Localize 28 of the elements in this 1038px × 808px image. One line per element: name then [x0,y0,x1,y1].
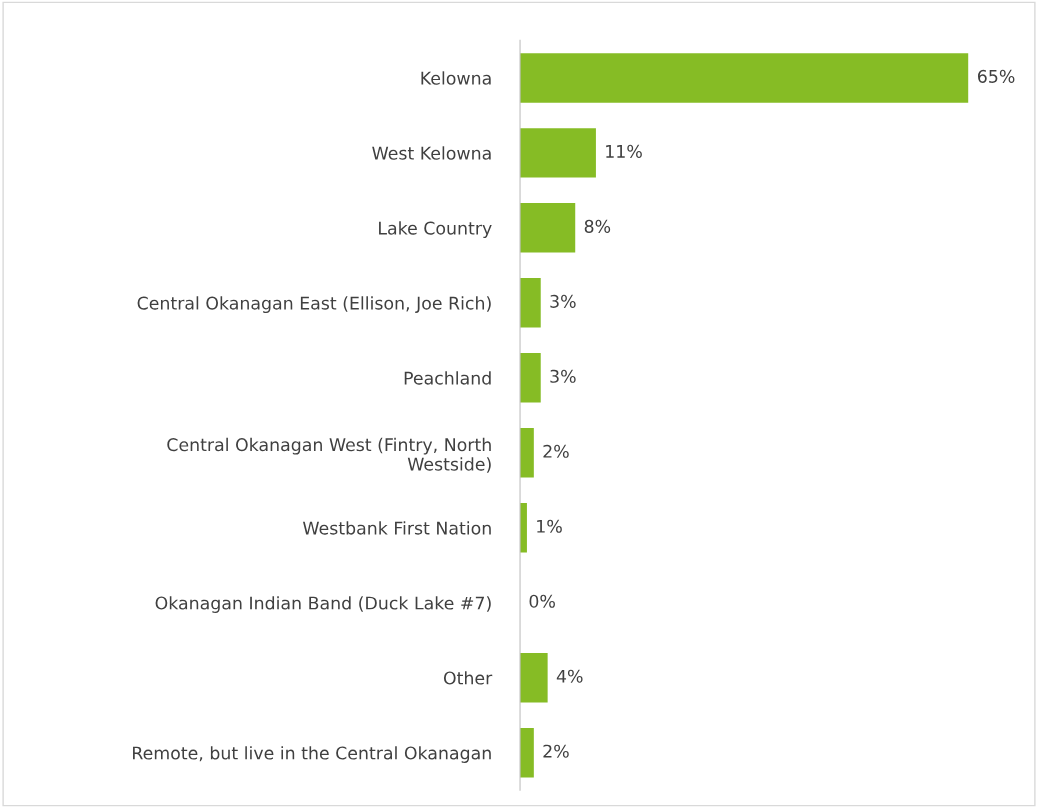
bar [520,653,548,703]
bar [520,278,541,328]
y-tick-label: Lake Country [379,221,492,239]
y-tick-label: West Kelowna [372,146,491,160]
y-tick-label: Other [443,671,493,685]
y-tick-label: Central Okanagan West (Fintry, North Westside) [167,437,491,473]
data-label: 0% [529,594,555,608]
bar [520,727,534,778]
data-label: 2% [543,444,569,458]
data-label: 4% [556,669,583,683]
data-label: 3% [550,294,576,308]
y-tick-label: Kelowna [421,71,491,85]
data-label: 11% [606,144,642,158]
data-label: 2% [543,744,569,758]
bar [520,128,596,178]
y-tick-label: Central Okanagan East (Ellison, Joe Rich) [137,296,491,314]
data-label: 3% [550,369,576,383]
data-label: 1% [537,519,562,533]
y-tick-label: Westbank First Nation [302,521,491,535]
y-tick-label: Peachland [404,371,491,385]
bar [520,203,576,253]
data-label: 65% [978,69,1015,83]
bar [520,53,969,103]
y-tick-label: Remote, but live in the Central Okanagan [133,746,491,763]
y-tick-label: Okanagan Indian Band (Duck Lake #7) [155,596,491,613]
bar [520,353,541,403]
bar [520,428,534,478]
data-label: 8% [584,219,611,233]
